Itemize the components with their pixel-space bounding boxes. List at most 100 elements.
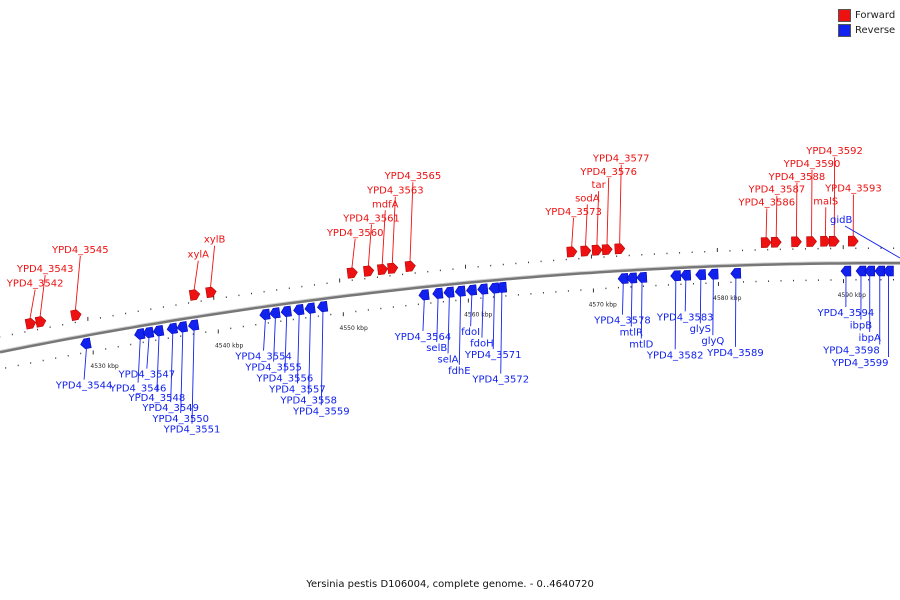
gene-shape [840, 265, 852, 277]
gene-shape [566, 246, 578, 258]
gene-arrow [791, 236, 802, 248]
gene-arrow [626, 272, 638, 284]
gene-shape [24, 318, 37, 330]
gene-arrow [695, 269, 707, 280]
gene-arrow [188, 319, 200, 331]
gene-leader [137, 339, 141, 383]
reverse-gene-label: YPD4_3554 [234, 352, 292, 363]
gene-shape [376, 263, 389, 276]
gene-arrow [840, 265, 852, 277]
legend-reverse: Reverse [838, 23, 895, 38]
gene-leader [170, 333, 174, 403]
gene-leader [447, 297, 450, 354]
gene-shape [363, 265, 375, 277]
gene-leader [481, 294, 484, 338]
tick-label: 4590 kbp [838, 292, 866, 299]
gene-shape [454, 285, 466, 297]
forward-gene-label: YPD4_3545 [51, 245, 109, 256]
gene-leader [492, 293, 495, 350]
gene-shape [883, 265, 894, 277]
legend-forward: Forward [838, 8, 895, 23]
gene-shape [176, 321, 189, 333]
gene-leader [409, 182, 414, 262]
reverse-gene-label: YPD4_3594 [817, 308, 875, 319]
gene-arrow [346, 267, 358, 279]
reverse-gene-label: YPD4_3555 [244, 363, 302, 374]
forward-gene-label: YPD4_3563 [366, 186, 424, 197]
gene-leader [83, 348, 87, 380]
gene-leader [210, 245, 216, 288]
tick-label: 4560 kbp [464, 311, 492, 318]
gene-leader [156, 335, 160, 392]
reverse-gene-label: YPD4_3578 [593, 316, 651, 327]
gene-shape [188, 319, 200, 331]
reverse-gene-label: mtlD [629, 340, 653, 351]
gene-shape [142, 326, 155, 339]
gene-shape [280, 305, 292, 317]
gene-arrow [466, 284, 478, 296]
forward-gene-label: YPD4_3587 [748, 185, 806, 196]
gene-shape [770, 236, 782, 248]
gene-leader [367, 224, 372, 266]
forward-gene-label: YPD4_3593 [824, 184, 882, 195]
gene-shape [80, 337, 92, 350]
tick-label: 4530 kbp [90, 363, 118, 370]
reverse-gene-label: YPD4_3582 [646, 350, 704, 361]
forward-gene-label: YPD4_3560 [326, 228, 384, 239]
gene-arrow [317, 300, 329, 313]
forward-gene-label: xylB [204, 235, 226, 246]
reverse-genes: YPD4_3544YPD4_3546YPD4_3547YPD4_3548YPD4… [55, 265, 894, 436]
gene-arrow [363, 265, 375, 277]
gene-leader [351, 238, 356, 268]
gene-arrow [680, 269, 692, 281]
gene-leader [308, 313, 311, 395]
forward-genes: YPD4_3542 YPD4_3543 YPD4_3545 xylA xylB YPD4_… [6, 146, 882, 330]
reverse-gene-label: YPD4_3583 [656, 312, 714, 323]
gene-leader [775, 195, 778, 238]
gene-arrow [614, 243, 626, 255]
gene-shape [580, 245, 592, 257]
gene-leader [296, 314, 300, 384]
gene-leader [284, 316, 288, 373]
reverse-gene-label: YPD4_3599 [831, 358, 889, 369]
reverse-gene-label: fdoH [470, 339, 494, 350]
gene-arrow [855, 265, 867, 277]
gene-leader [39, 275, 46, 317]
gene-arrow [636, 271, 648, 283]
gene-shape [134, 328, 146, 340]
gene-arrow [601, 244, 613, 256]
reverse-gene-label: YPD4_3564 [394, 332, 452, 343]
genome-backbone [0, 261, 900, 354]
gene-arrow [387, 262, 399, 274]
gene-arrow [432, 287, 444, 299]
gene-shape [304, 302, 316, 314]
edge-gene-label: gidB [830, 215, 852, 226]
reverse-gene-label: fdoI [461, 327, 480, 338]
reverse-gene-label: YPD4_3556 [256, 374, 314, 385]
gene-shape [707, 268, 719, 280]
gene-shape [760, 237, 772, 248]
reverse-gene-label: YPD4_3544 [55, 381, 113, 392]
gene-shape [259, 308, 271, 320]
forward-gene-label: mdfA [372, 199, 399, 210]
forward-gene-label: YPD4_3586 [737, 197, 795, 208]
gene-shape [346, 267, 358, 279]
gene-leader [500, 292, 503, 374]
reverse-gene-label: fdhE [448, 366, 471, 377]
gene-shape [864, 265, 875, 277]
gene-shape [806, 236, 817, 247]
gene-leader [263, 319, 266, 351]
tick-label: 4540 kbp [215, 342, 243, 349]
gene-arrow [293, 303, 305, 316]
gene-shape [404, 260, 416, 272]
gene-shape [680, 269, 692, 281]
edge-gene-leader [844, 225, 900, 259]
forward-gene-label: YPD4_3561 [342, 213, 400, 224]
reverse-gene-label: YPD4_3557 [268, 384, 326, 395]
gene-shape [466, 284, 478, 296]
gene-arrow [488, 282, 500, 294]
gene-shape [591, 244, 603, 256]
gene-arrow [404, 260, 416, 272]
gene-arrow [205, 286, 217, 299]
gene-leader [795, 182, 798, 237]
